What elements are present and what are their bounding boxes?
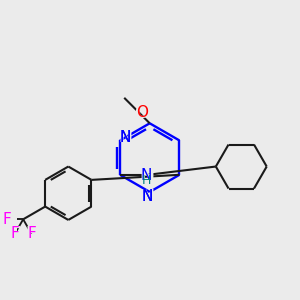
Text: F: F	[2, 212, 11, 227]
Text: N: N	[118, 128, 133, 146]
Text: O: O	[134, 104, 149, 122]
Text: H: H	[142, 174, 152, 187]
Text: N: N	[142, 189, 153, 204]
Text: F: F	[26, 225, 37, 243]
Text: F: F	[11, 226, 19, 241]
Text: N: N	[140, 188, 154, 206]
Text: N: N	[141, 168, 152, 183]
Text: F: F	[27, 226, 36, 241]
Text: F: F	[1, 210, 12, 228]
Text: N: N	[139, 167, 154, 184]
Text: F: F	[9, 225, 21, 243]
Text: O: O	[136, 105, 148, 120]
Text: N: N	[142, 189, 153, 204]
Text: H: H	[141, 173, 152, 188]
Text: N: N	[120, 130, 131, 145]
Text: N: N	[120, 130, 131, 145]
